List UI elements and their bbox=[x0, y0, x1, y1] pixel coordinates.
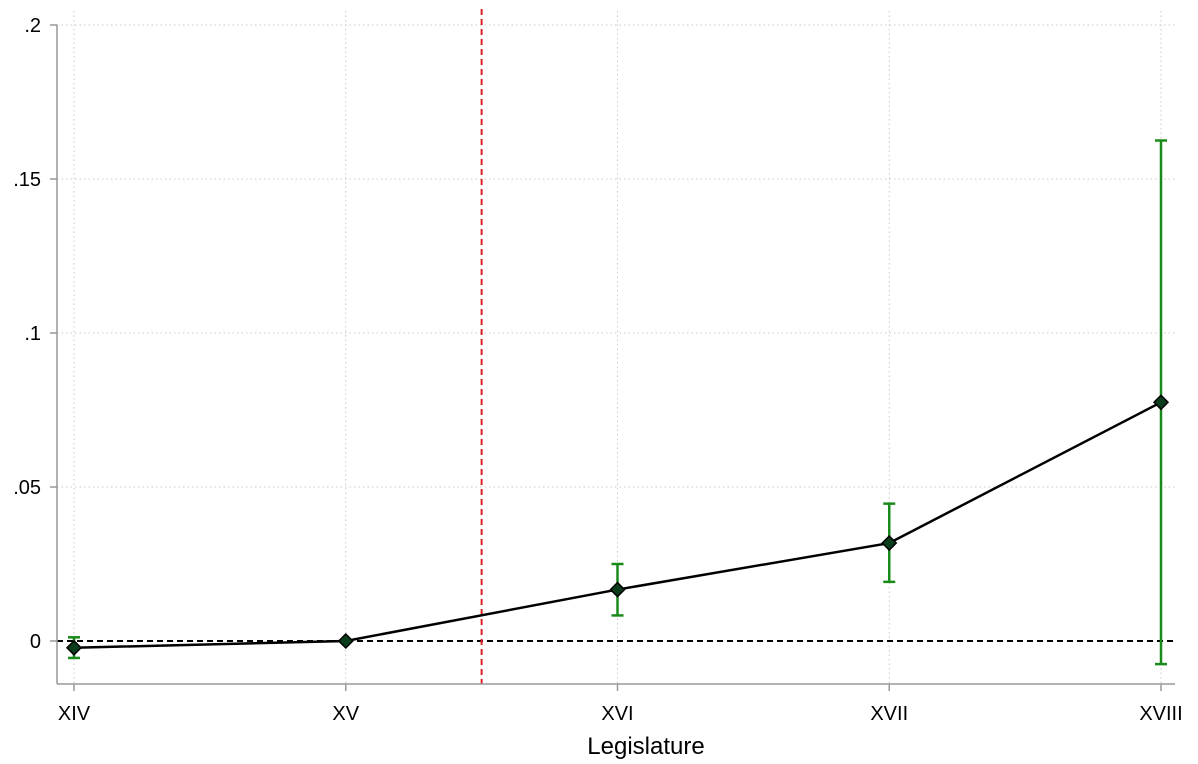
x-tick-label: XIV bbox=[58, 703, 91, 725]
axes bbox=[56, 25, 1175, 685]
x-axis-ticks: XIV XV XVI XVII XVIII bbox=[58, 684, 1183, 725]
y-tick-label: .2 bbox=[24, 15, 41, 37]
reference-lines bbox=[57, 9, 1175, 684]
data-points bbox=[65, 394, 1170, 656]
y-tick-label: .05 bbox=[13, 477, 41, 499]
x-axis-title: Legislature bbox=[587, 733, 704, 760]
y-axis-ticks: 0 .05 .1 .15 .2 bbox=[13, 15, 57, 653]
data-point-marker bbox=[881, 534, 898, 552]
data-point-marker bbox=[1152, 394, 1170, 411]
grid-lines bbox=[57, 11, 1175, 684]
x-tick-label: XVI bbox=[601, 703, 633, 725]
data-point-marker bbox=[609, 581, 626, 598]
data-point-marker bbox=[65, 639, 83, 656]
y-tick-label: .1 bbox=[24, 323, 41, 345]
y-tick-label: 0 bbox=[30, 631, 41, 653]
x-tick-label: XV bbox=[332, 703, 359, 725]
y-tick-label: .15 bbox=[13, 169, 41, 191]
x-tick-label: XVIII bbox=[1139, 703, 1182, 725]
x-tick-label: XVII bbox=[870, 703, 908, 725]
data-point-marker bbox=[337, 632, 354, 650]
